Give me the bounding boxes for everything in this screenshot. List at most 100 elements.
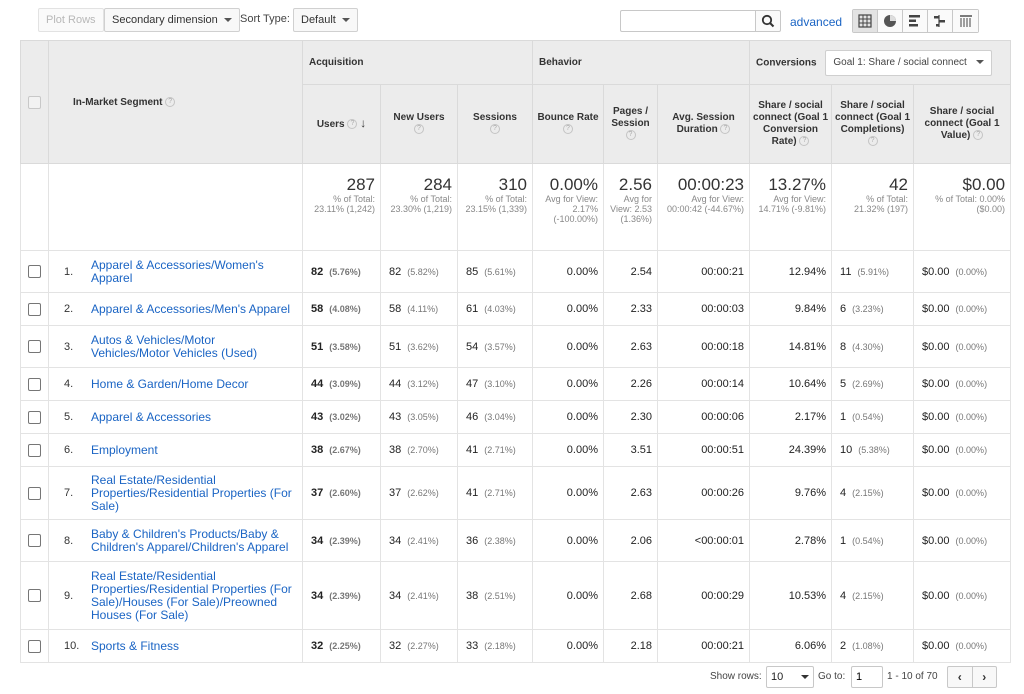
- help-icon[interactable]: ?: [720, 124, 731, 135]
- goal-value-cell: $0.00 (0.00%): [913, 466, 1012, 520]
- segment-link[interactable]: Apparel & Accessories/Men's Apparel: [91, 301, 291, 316]
- users-value: 44: [311, 378, 324, 390]
- new-users-percent: (2.41%): [407, 535, 439, 546]
- goal-value-cell: $0.00 (0.00%): [913, 561, 1012, 630]
- row-checkbox[interactable]: [28, 486, 41, 500]
- new-users-value: 51: [389, 340, 402, 353]
- total-bounce-rate-sub: Avg for View: 2.17% (-100.00%): [545, 194, 598, 224]
- segment-link[interactable]: Employment: [91, 442, 158, 457]
- goal-completions-cell: 5 (2.69%): [831, 367, 915, 401]
- advanced-filter-link[interactable]: advanced: [790, 15, 843, 29]
- help-icon[interactable]: ?: [490, 124, 500, 135]
- goal-conversion-rate-cell: 9.84%: [749, 292, 833, 326]
- users-value: 34: [311, 534, 324, 547]
- help-icon[interactable]: ?: [563, 124, 573, 135]
- col-goal1-conversion-rate[interactable]: Share / social connect (Goal 1 Conversio…: [749, 84, 833, 164]
- help-icon[interactable]: ?: [165, 96, 176, 107]
- segment-link[interactable]: Apparel & Accessories: [91, 409, 212, 424]
- users-cell: 34 (2.39%): [302, 519, 381, 562]
- col-sessions[interactable]: Sessions?: [457, 84, 533, 164]
- plot-rows-button[interactable]: Plot Rows: [38, 8, 104, 32]
- row-checkbox-cell: [20, 519, 49, 562]
- sessions-percent: (3.10%): [484, 379, 516, 389]
- row-checkbox[interactable]: [28, 340, 41, 353]
- col-new-users[interactable]: New Users?: [380, 84, 458, 164]
- goal-value-value: $0.00: [922, 487, 950, 499]
- row-checkbox[interactable]: [28, 302, 41, 316]
- help-icon[interactable]: ?: [799, 136, 810, 147]
- segment-link[interactable]: Real Estate/Residential Properties/Resid…: [91, 568, 292, 622]
- col-pages-session[interactable]: Pages / Session?: [603, 84, 658, 164]
- sessions-value: 54: [466, 340, 479, 353]
- row-checkbox[interactable]: [28, 534, 41, 547]
- goal-completions-cell: 2 (1.08%): [831, 629, 915, 663]
- help-icon[interactable]: ?: [347, 119, 358, 130]
- table-search-input[interactable]: [620, 10, 756, 32]
- total-avg-session-value: 00:00:23: [677, 175, 745, 194]
- pie-view-button[interactable]: [878, 10, 903, 32]
- search-button[interactable]: [755, 10, 781, 32]
- next-page-button[interactable]: ›: [982, 670, 987, 684]
- users-percent: (4.08%): [329, 304, 361, 314]
- help-icon[interactable]: ?: [867, 136, 878, 147]
- previous-page-button[interactable]: ‹: [948, 667, 973, 687]
- sessions-value: 85: [466, 265, 479, 278]
- col-users[interactable]: Users ? ↓: [302, 84, 381, 164]
- avg-session-duration-cell: 00:00:14: [656, 367, 751, 401]
- select-all-checkbox[interactable]: [28, 95, 41, 109]
- sessions-cell: 61 (4.03%): [457, 292, 533, 326]
- new-users-cell: 82 (5.82%): [380, 250, 458, 293]
- total-new-users-sub: % of Total: 23.30% (1,219): [390, 194, 452, 214]
- pivot-view-button[interactable]: [953, 10, 978, 32]
- col-avg-session-duration[interactable]: Avg. Session Duration ?: [656, 84, 751, 164]
- secondary-dimension-dropdown[interactable]: Secondary dimension: [104, 8, 240, 32]
- sort-type-label: Sort Type:: [240, 13, 290, 25]
- segment-link[interactable]: Home & Garden/Home Decor: [91, 376, 249, 391]
- users-percent: (2.67%): [329, 445, 361, 455]
- show-rows-select[interactable]: 10: [766, 666, 814, 688]
- completions-value: 1: [840, 534, 847, 547]
- table-view-button[interactable]: [853, 10, 878, 32]
- comparison-view-button[interactable]: [928, 10, 953, 32]
- row-number: 3.: [64, 340, 74, 353]
- help-icon[interactable]: ?: [625, 130, 636, 141]
- sessions-percent: (2.71%): [484, 445, 516, 455]
- new-users-percent: (5.82%): [407, 266, 439, 277]
- total-bounce-rate: 0.00% Avg for View: 2.17% (-100.00%): [532, 163, 604, 251]
- goal-completions-cell: 10 (5.38%): [831, 433, 915, 467]
- segment-link[interactable]: Real Estate/Residential Properties/Resid…: [91, 472, 292, 513]
- segment-link[interactable]: Sports & Fitness: [91, 638, 180, 653]
- avg-session-duration-cell: 00:00:26: [656, 466, 751, 520]
- row-checkbox[interactable]: [28, 377, 41, 391]
- users-cell: 37 (2.60%): [302, 466, 381, 520]
- segment-link[interactable]: Autos & Vehicles/Motor Vehicles/Motor Ve…: [91, 332, 258, 360]
- col-goal1-value[interactable]: Share / social connect (Goal 1 Value) ?: [913, 84, 1012, 164]
- segment-link[interactable]: Apparel & Accessories/Women's Apparel: [91, 257, 264, 285]
- row-checkbox[interactable]: [28, 639, 41, 653]
- users-percent: (3.09%): [329, 379, 361, 389]
- sessions-percent: (4.03%): [484, 304, 516, 314]
- sort-type-dropdown[interactable]: Default: [293, 8, 358, 32]
- users-cell: 58 (4.08%): [302, 292, 381, 326]
- row-checkbox[interactable]: [28, 589, 41, 602]
- help-icon[interactable]: ?: [414, 124, 424, 135]
- goto-page-input[interactable]: [851, 666, 883, 688]
- chevron-down-icon: [223, 18, 232, 23]
- row-checkbox[interactable]: [28, 410, 41, 424]
- users-cell: 43 (3.02%): [302, 400, 381, 434]
- sessions-cell: 36 (2.38%): [457, 519, 533, 562]
- conversions-group-header: Conversions Goal 1: Share / social conne…: [749, 40, 1012, 85]
- dimension-header[interactable]: In-Market Segment ?: [48, 40, 303, 164]
- goal-select-dropdown[interactable]: Goal 1: Share / social connect: [825, 49, 992, 76]
- row-checkbox[interactable]: [28, 265, 41, 278]
- segment-link[interactable]: Baby & Children's Products/Baby & Childr…: [91, 526, 289, 554]
- col-goal1-completions[interactable]: Share / social connect (Goal 1 Completio…: [831, 84, 915, 164]
- row-checkbox-cell: [20, 629, 49, 663]
- sessions-value: 38: [466, 589, 479, 602]
- performance-view-button[interactable]: [903, 10, 928, 32]
- col-bounce-rate[interactable]: Bounce Rate ?: [532, 84, 604, 164]
- goal-completions-cell: 8 (4.30%): [831, 325, 915, 368]
- row-checkbox[interactable]: [28, 443, 41, 457]
- total-completions-sub: % of Total: 21.32% (197): [853, 194, 909, 214]
- help-icon[interactable]: ?: [973, 130, 984, 141]
